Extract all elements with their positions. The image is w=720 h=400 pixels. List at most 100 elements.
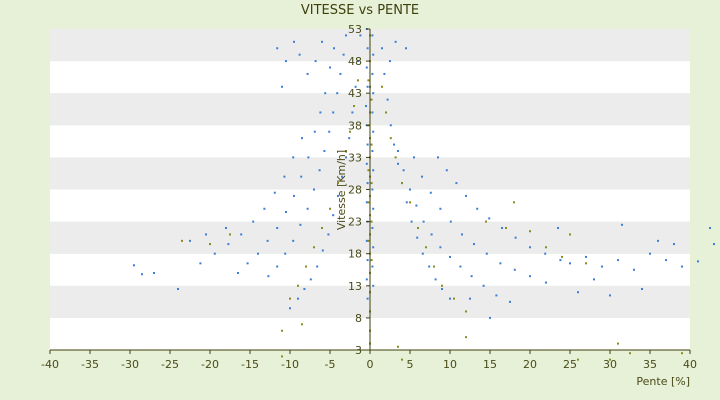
data-point — [569, 262, 571, 265]
data-point — [413, 156, 415, 159]
data-point — [337, 194, 339, 197]
x-tick-label: 30 — [603, 358, 617, 371]
data-point — [357, 60, 359, 63]
data-point — [313, 246, 315, 249]
data-point — [370, 143, 373, 146]
y-axis-title: Vitesse [Km/h] — [335, 150, 348, 230]
y-tick-label: 43 — [348, 87, 362, 100]
data-point — [461, 233, 463, 236]
data-point — [319, 111, 322, 114]
data-point — [246, 262, 249, 265]
y-tick-label: 28 — [348, 184, 362, 197]
data-point — [303, 288, 306, 291]
x-axis-title: Pente [%] — [636, 375, 690, 388]
data-point — [469, 297, 471, 300]
data-point — [681, 352, 683, 355]
data-point — [641, 288, 643, 291]
y-tick-label: 48 — [348, 55, 362, 68]
data-point — [293, 40, 295, 43]
data-point — [529, 230, 531, 233]
data-point — [465, 336, 467, 339]
x-tick-label: 15 — [483, 358, 497, 371]
data-point — [273, 191, 276, 194]
data-point — [495, 294, 498, 297]
data-point — [505, 227, 507, 230]
data-point — [439, 207, 442, 210]
data-point — [415, 204, 418, 207]
data-point — [297, 284, 299, 287]
data-point — [314, 60, 317, 63]
x-tick-label: 40 — [683, 358, 697, 371]
data-point — [429, 191, 432, 194]
data-point — [313, 130, 316, 133]
data-point — [189, 239, 191, 242]
data-point — [405, 201, 408, 204]
data-point — [470, 275, 473, 278]
data-point — [349, 130, 351, 133]
data-point — [365, 239, 368, 242]
data-point — [401, 182, 403, 185]
data-point — [199, 262, 202, 265]
data-point — [285, 210, 287, 213]
data-point — [329, 207, 331, 210]
data-point — [389, 60, 391, 63]
data-point — [354, 85, 357, 88]
x-tick-label: -5 — [325, 358, 336, 371]
data-point — [293, 194, 295, 197]
data-point — [621, 223, 623, 226]
x-tick-label: -30 — [121, 358, 139, 371]
x-tick-label: -20 — [201, 358, 219, 371]
data-point — [321, 40, 323, 43]
data-point — [372, 130, 375, 133]
data-point — [569, 233, 571, 236]
data-point — [276, 47, 279, 50]
data-point — [252, 220, 255, 223]
data-point — [332, 111, 335, 114]
data-point — [397, 149, 399, 152]
data-point — [371, 149, 374, 152]
data-point — [263, 207, 266, 210]
data-point — [499, 262, 502, 265]
data-point — [371, 72, 374, 75]
data-point — [389, 124, 392, 127]
x-tick-label: 25 — [563, 358, 577, 371]
data-point — [665, 259, 667, 262]
x-tick-label: -40 — [41, 358, 59, 371]
data-point — [421, 175, 423, 178]
data-point — [370, 220, 373, 223]
data-point — [357, 79, 359, 82]
data-point — [433, 265, 435, 268]
data-point — [305, 265, 307, 268]
data-point — [633, 268, 635, 271]
data-point — [393, 143, 395, 146]
data-point — [372, 284, 375, 287]
data-point — [365, 201, 368, 204]
data-point — [365, 105, 367, 108]
data-point — [397, 162, 399, 165]
data-point — [601, 265, 603, 268]
data-point — [225, 227, 227, 230]
data-point — [697, 260, 699, 263]
data-point — [318, 169, 321, 172]
data-point — [501, 227, 503, 230]
x-axis-ticks: -40 -35 -30 -25 -20 -15 -10 -5 0 5 10 15 20 25 30 35 40 — [41, 350, 697, 371]
data-point — [422, 220, 425, 223]
data-point — [229, 233, 231, 236]
data-point — [529, 275, 531, 278]
data-point — [397, 345, 399, 348]
data-point — [430, 233, 433, 236]
data-point — [629, 352, 631, 355]
data-point — [459, 265, 462, 268]
data-point — [617, 259, 619, 262]
data-point — [370, 182, 373, 185]
data-point — [585, 255, 587, 258]
data-point — [359, 34, 362, 37]
data-point — [394, 40, 397, 43]
data-point — [371, 34, 374, 37]
x-tick-label: 20 — [523, 358, 537, 371]
data-point — [383, 72, 386, 75]
data-point — [345, 34, 347, 37]
data-point — [428, 265, 431, 268]
y-tick-label: 13 — [348, 280, 362, 293]
